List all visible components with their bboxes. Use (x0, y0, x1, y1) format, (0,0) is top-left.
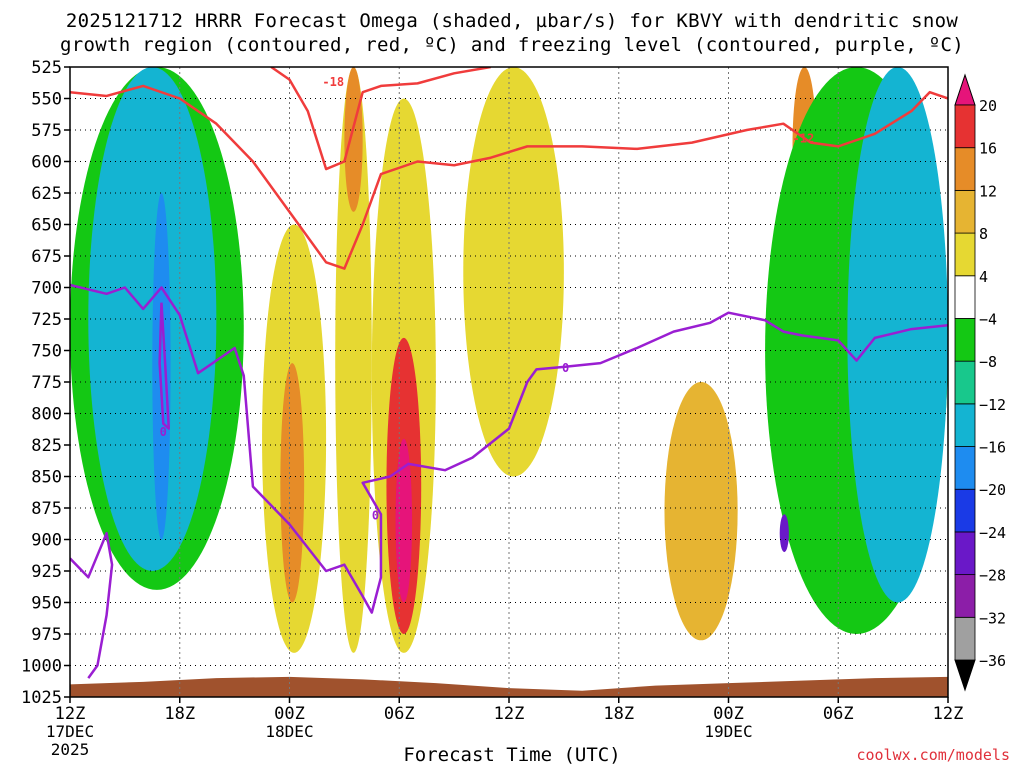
y-tick-label: 750 (31, 342, 62, 362)
dgz-contour-1 (70, 84, 948, 270)
x-tick-date-label: 18DEC (265, 722, 313, 741)
colorbar-max-arrow (954, 73, 976, 106)
omega-region-rising-band-06z-peak (395, 438, 413, 603)
colorbar-label: 8 (979, 225, 988, 243)
y-tick-label: 975 (31, 625, 62, 645)
y-tick-label: 550 (31, 90, 62, 110)
colorbar-swatch (954, 616, 976, 661)
y-tick-label: 825 (31, 436, 62, 456)
omega-region-rising-band-12z-core (280, 363, 305, 603)
omega-region-rising-band-12z-18dec (463, 67, 564, 477)
x-axis-title: Forecast Time (UTC) (403, 744, 621, 766)
chart-title-line-1: 2025121712 HRRR Forecast Omega (shaded, … (65, 10, 959, 32)
colorbar-label: 16 (979, 140, 997, 158)
axes: 525 550 575 600 625 650 675 700 725 750 775 800 825 8… (21, 58, 963, 759)
colorbar-label: 12 (979, 182, 997, 200)
y-tick-label: 875 (31, 499, 62, 519)
x-tick-label: 18Z (603, 704, 634, 724)
colorbar-swatch (954, 446, 976, 490)
y-tick-label: 575 (31, 121, 62, 141)
colorbar-min-arrow (954, 659, 976, 692)
colorbar-swatch (954, 360, 976, 405)
terrain-fill (70, 676, 948, 697)
freezing-level-label: 0 (562, 361, 569, 375)
colorbar-label: −32 (979, 609, 1006, 627)
x-tick-year-label: 2025 (51, 740, 90, 759)
colorbar-label: −28 (979, 567, 1006, 585)
colorbar-swatch (954, 232, 976, 277)
colorbar-label: −8 (979, 353, 997, 371)
freezing-level-label: 0 (372, 508, 379, 522)
x-tick-label: 12Z (933, 704, 964, 724)
colorbar-swatch (954, 104, 976, 149)
y-tick-label: 675 (31, 247, 62, 267)
x-tick-date-label: 19DEC (704, 722, 752, 741)
y-tick-label: 850 (31, 468, 62, 488)
x-tick-label: 06Z (384, 704, 415, 724)
x-tick-label: 00Z (274, 704, 305, 724)
colorbar-label: −16 (979, 439, 1006, 457)
colorbar-label: 20 (979, 97, 997, 115)
freezing-level-label: 0 (160, 425, 167, 439)
y-tick-label: 625 (31, 184, 62, 204)
omega-region-sinking-core-late (847, 67, 948, 603)
omega-region-sinking-core-early (88, 67, 217, 571)
omega-region-rising-band-04z-core (344, 67, 363, 212)
x-tick-label: 12Z (494, 704, 525, 724)
y-tick-label: 700 (31, 279, 62, 299)
y-tick-label: 600 (31, 153, 62, 173)
colorbar: 20 16 12 8 4 −4 −8 −12 −16 −20 −24 −28 −32 −36 (954, 73, 1006, 692)
x-tick-label: 00Z (713, 704, 744, 724)
dgz-contour-label: -12 (793, 132, 815, 146)
colorbar-label: −24 (979, 524, 1006, 542)
y-tick-label: 775 (31, 373, 62, 393)
y-tick-label: 950 (31, 594, 62, 614)
freezing-level-contour-1 (70, 283, 948, 614)
y-tick-label: 1025 (21, 688, 62, 708)
freezing-level-contour-3 (70, 531, 114, 679)
colorbar-label: −12 (979, 396, 1006, 414)
colorbar-swatch (954, 574, 976, 618)
dgz-contour-2 (270, 67, 491, 171)
y-tick-label: 925 (31, 562, 62, 582)
colorbar-label: 4 (979, 268, 988, 286)
plot-area: -18 -12 0 0 0 (70, 67, 948, 697)
y-tick-label: 525 (31, 58, 62, 78)
omega-region-rising-band-04z (335, 67, 372, 653)
y-tick-label: 800 (31, 405, 62, 425)
y-tick-label: 1000 (21, 657, 62, 677)
omega-region-sinking-peak-late (779, 514, 789, 553)
colorbar-swatch (954, 531, 976, 576)
x-tick-label: 06Z (823, 704, 854, 724)
omega-region-rising-band-00z-19dec (664, 382, 738, 641)
x-tick-label: 18Z (164, 704, 195, 724)
y-tick-label: 900 (31, 531, 62, 551)
colorbar-swatch (954, 189, 976, 234)
colorbar-swatch (954, 318, 976, 362)
colorbar-swatch (954, 403, 976, 447)
y-tick-label: 650 (31, 216, 62, 236)
colorbar-label: −4 (979, 310, 997, 328)
colorbar-swatch (954, 275, 976, 319)
colorbar-label: −36 (979, 652, 1006, 670)
x-tick-date-label: 17DEC (46, 722, 94, 741)
colorbar-swatch (954, 488, 976, 533)
freezing-level-contour-2 (158, 302, 171, 430)
dgz-contour-label: -18 (322, 75, 344, 89)
colorbar-label: −20 (979, 481, 1006, 499)
omega-region-sinking-peak-early (152, 193, 171, 540)
chart-title-line-2: growth region (contoured, red, ºC) and f… (60, 34, 964, 56)
x-tick-label: 12Z (55, 704, 86, 724)
y-tick-label: 725 (31, 310, 62, 330)
colorbar-swatch (954, 147, 976, 191)
credit-text[interactable]: coolwx.com/models (856, 746, 1010, 764)
